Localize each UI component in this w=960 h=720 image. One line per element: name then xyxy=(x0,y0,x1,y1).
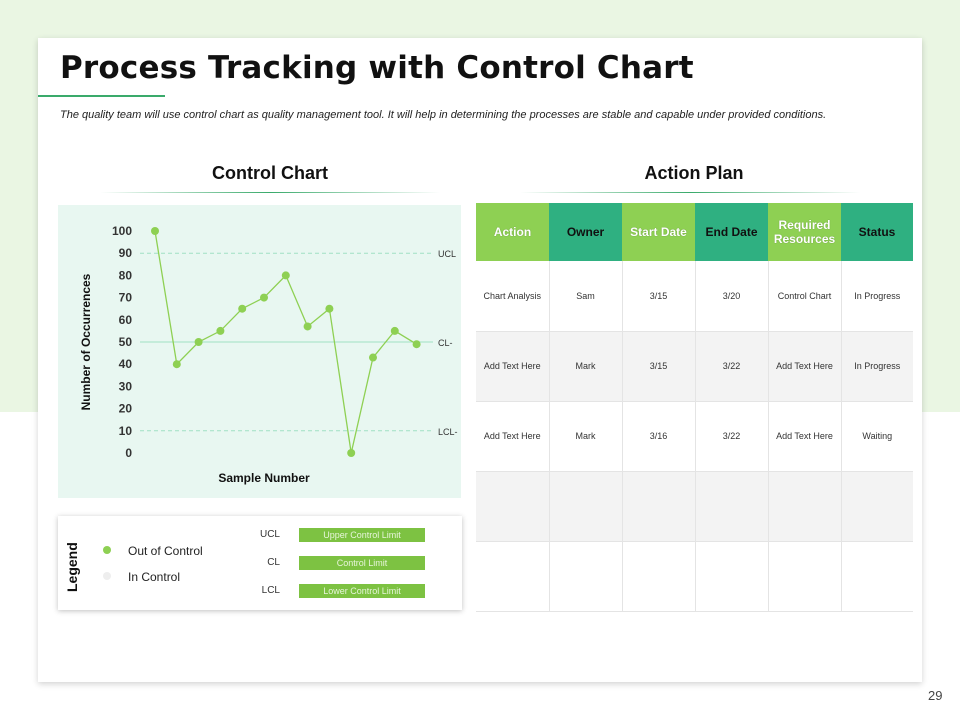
slide-title: Process Tracking with Control Chart xyxy=(60,50,694,86)
y-tick-label: 40 xyxy=(119,357,133,371)
y-tick-label: 100 xyxy=(112,224,132,238)
lcl-code: LCL xyxy=(261,585,280,596)
table-cell: Add Text Here xyxy=(476,331,550,402)
table-cell xyxy=(622,471,696,542)
header-required-resources: Required Resources xyxy=(768,203,841,261)
ucl-code: UCL xyxy=(259,529,280,540)
chart-panel xyxy=(58,205,461,498)
table-cell: Mark xyxy=(549,331,623,402)
table-header-row: Action Owner Start Date End Date Require… xyxy=(476,203,913,261)
data-point xyxy=(369,353,377,362)
table-row: Chart Analysis Sam 3/15 3/20 Control Cha… xyxy=(476,261,913,332)
x-axis-label: Sample Number xyxy=(218,471,310,485)
table-cell: Waiting xyxy=(841,401,913,472)
slide-subtitle: The quality team will use control chart … xyxy=(60,109,827,121)
table-cell: 3/15 xyxy=(622,261,696,332)
table-cell xyxy=(695,541,769,612)
y-tick-label: 0 xyxy=(125,446,132,460)
data-point xyxy=(216,326,225,335)
limit-label-lcl: LCL- xyxy=(438,427,458,437)
action-plan-heading: Action Plan xyxy=(644,163,744,183)
out-of-control-dot xyxy=(103,546,111,554)
y-tick-label: 50 xyxy=(119,335,133,349)
data-point xyxy=(260,293,268,302)
control-chart-heading-line xyxy=(100,192,440,193)
data-point xyxy=(172,360,181,369)
cl-code: CL xyxy=(267,557,280,568)
lcl-bar: Lower Control Limit xyxy=(299,584,425,598)
legend-title: Legend xyxy=(64,542,80,592)
page-number: 29 xyxy=(928,688,943,703)
in-control-dot xyxy=(103,572,111,580)
data-point xyxy=(238,304,247,313)
data-point xyxy=(151,227,159,235)
action-plan-heading-line xyxy=(520,192,860,193)
legend-box: Legend Out of Control In Control UCL Upp… xyxy=(58,516,462,610)
table-cell xyxy=(768,541,842,612)
legend-title-wrap: Legend xyxy=(62,528,86,598)
out-of-control-label: Out of Control xyxy=(128,544,203,558)
table-cell xyxy=(549,471,623,542)
table-cell: Add Text Here xyxy=(768,401,842,472)
table-cell: In Progress xyxy=(841,261,913,332)
header-end-date: End Date xyxy=(695,203,768,261)
table-cell xyxy=(768,471,842,542)
data-point xyxy=(194,338,203,346)
table-cell: In Progress xyxy=(841,331,913,402)
y-axis-label: Number of Occurrences xyxy=(79,273,93,410)
table-cell xyxy=(549,541,623,612)
table-cell xyxy=(622,541,696,612)
table-cell: 3/20 xyxy=(695,261,769,332)
table-row: Add Text Here Mark 3/15 3/22 Add Text He… xyxy=(476,331,913,402)
table-cell: Control Chart xyxy=(768,261,842,332)
y-tick-label: 30 xyxy=(119,379,133,393)
table-cell: 3/15 xyxy=(622,331,696,402)
data-point xyxy=(412,340,421,349)
table-cell: 3/22 xyxy=(695,401,769,472)
data-point xyxy=(347,449,356,457)
data-point xyxy=(281,271,290,280)
table-cell xyxy=(476,471,550,542)
table-cell: 3/22 xyxy=(695,331,769,402)
limit-label-cl: CL- xyxy=(438,338,453,348)
table-row xyxy=(476,541,913,612)
table-cell: 3/16 xyxy=(622,401,696,472)
ucl-bar: Upper Control Limit xyxy=(299,528,425,542)
table-cell xyxy=(476,541,550,612)
data-point xyxy=(325,304,334,313)
table-row: Add Text Here Mark 3/16 3/22 Add Text He… xyxy=(476,401,913,472)
table-cell xyxy=(841,541,913,612)
limit-label-ucl: UCL xyxy=(438,249,456,259)
y-tick-label: 20 xyxy=(119,402,133,416)
y-tick-label: 90 xyxy=(119,246,133,260)
data-point xyxy=(390,326,399,335)
in-control-label: In Control xyxy=(128,570,181,584)
y-tick-label: 10 xyxy=(119,424,133,438)
table-cell: Mark xyxy=(549,401,623,472)
header-start-date: Start Date xyxy=(622,203,695,261)
table-cell: Sam xyxy=(549,261,623,332)
table-cell: Add Text Here xyxy=(476,401,550,472)
cl-bar: Control Limit xyxy=(299,556,425,570)
y-tick-label: 70 xyxy=(119,291,133,305)
y-tick-label: 80 xyxy=(119,268,133,282)
data-point xyxy=(303,322,312,331)
title-underline xyxy=(38,95,165,97)
action-plan-table: Action Owner Start Date End Date Require… xyxy=(476,203,913,612)
header-action: Action xyxy=(476,203,549,261)
header-status: Status xyxy=(841,203,913,261)
table-cell: Chart Analysis xyxy=(476,261,550,332)
table-cell: Add Text Here xyxy=(768,331,842,402)
y-tick-label: 60 xyxy=(119,313,133,327)
control-chart: 0 10 20 30 40 50 60 70 80 90 100 UCL CL- LCL- Sample N… xyxy=(79,224,458,485)
control-chart-heading: Control Chart xyxy=(212,163,328,183)
table-cell xyxy=(841,471,913,542)
header-owner: Owner xyxy=(549,203,622,261)
table-cell xyxy=(695,471,769,542)
table-row xyxy=(476,471,913,542)
